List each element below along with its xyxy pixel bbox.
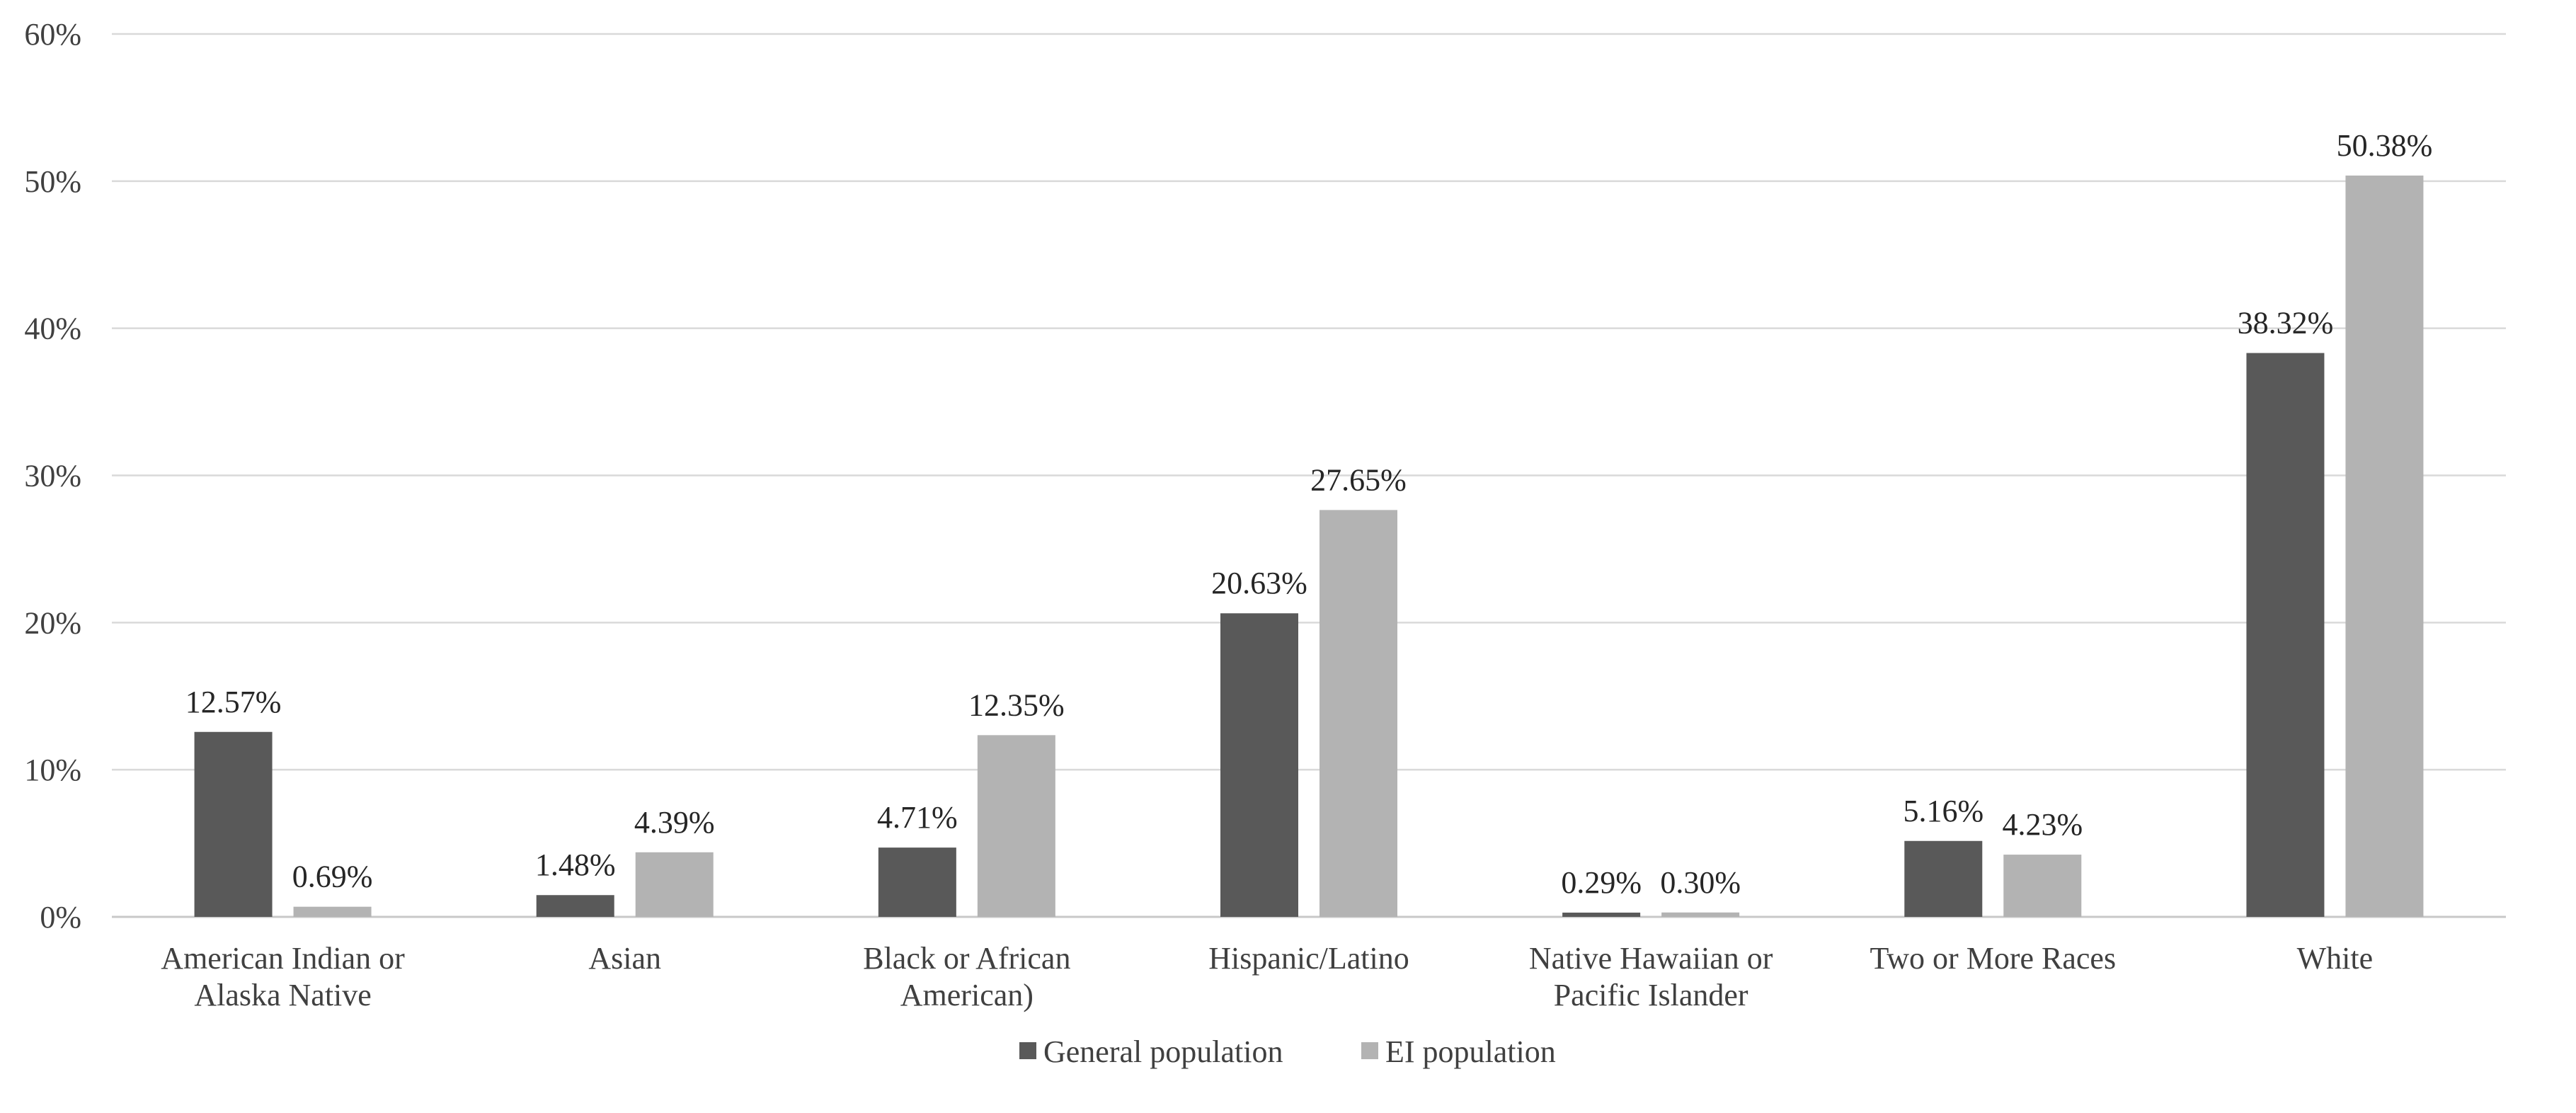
x-category-label: Asian	[588, 941, 661, 976]
legend: General population EI population	[1019, 1034, 1556, 1069]
data-labels: 12.57% 0.69% 1.48% 4.39% 4.71% 12.35% 20.63% 27…	[185, 128, 2433, 900]
y-tick-label: 20%	[24, 605, 81, 640]
x-category-label: Pacific Islander	[1554, 978, 1748, 1012]
data-label: 0.30%	[1660, 865, 1741, 900]
bar-ei-6	[2345, 175, 2424, 917]
data-label: 1.48%	[535, 847, 616, 882]
data-label: 4.39%	[634, 805, 715, 840]
y-tick-label: 0%	[40, 900, 81, 935]
y-tick-label: 30%	[24, 459, 81, 493]
data-label: 12.35%	[968, 687, 1065, 722]
x-category-label: White	[2297, 941, 2374, 976]
bar-general-5	[1904, 840, 1983, 917]
x-category-label: Alaska Native	[194, 978, 371, 1012]
data-label: 5.16%	[1903, 794, 1983, 828]
y-tick-label: 10%	[24, 753, 81, 787]
bar-general-2	[878, 847, 956, 917]
x-category-label: American Indian or	[161, 941, 405, 976]
y-tick-label: 60%	[24, 17, 81, 52]
y-axis-ticks: 0% 10% 20% 30% 40% 50% 60%	[24, 17, 81, 935]
bar-ei-4	[1661, 912, 1740, 917]
data-label: 27.65%	[1310, 462, 1407, 497]
data-label: 20.63%	[1211, 566, 1307, 600]
bar-ei-5	[2003, 855, 2082, 917]
gridlines	[112, 33, 2506, 918]
x-category-label: American)	[900, 978, 1034, 1012]
data-label: 38.32%	[2238, 306, 2334, 341]
bar-general-1	[536, 895, 614, 917]
y-tick-label: 50%	[24, 164, 81, 199]
bar-ei-1	[635, 852, 714, 917]
bar-general-3	[1220, 613, 1298, 917]
bar-ei-3	[1320, 510, 1397, 917]
legend-swatch-ei	[1361, 1042, 1378, 1059]
x-category-label: Native Hawaiian or	[1529, 941, 1773, 976]
bar-general-6	[2246, 353, 2325, 918]
x-category-label: Black or African	[863, 941, 1070, 976]
data-label: 4.23%	[2002, 807, 2083, 842]
bar-ei-0	[293, 906, 372, 917]
x-category-label: Two or More Races	[1870, 941, 2116, 976]
bar-ei-2	[977, 735, 1055, 917]
data-label: 4.71%	[877, 800, 958, 835]
bar-general-0	[194, 731, 273, 917]
bar-general-4	[1562, 912, 1641, 917]
data-label: 12.57%	[185, 685, 282, 719]
x-category-label: Hispanic/Latino	[1208, 941, 1409, 976]
data-label: 0.29%	[1561, 865, 1642, 900]
legend-label-ei: EI population	[1385, 1034, 1556, 1069]
bars	[194, 175, 2424, 918]
y-tick-label: 40%	[24, 312, 81, 346]
legend-swatch-general	[1019, 1042, 1036, 1059]
legend-label-general: General population	[1043, 1034, 1283, 1069]
data-label: 0.69%	[292, 860, 373, 894]
data-label: 50.38%	[2337, 128, 2433, 163]
